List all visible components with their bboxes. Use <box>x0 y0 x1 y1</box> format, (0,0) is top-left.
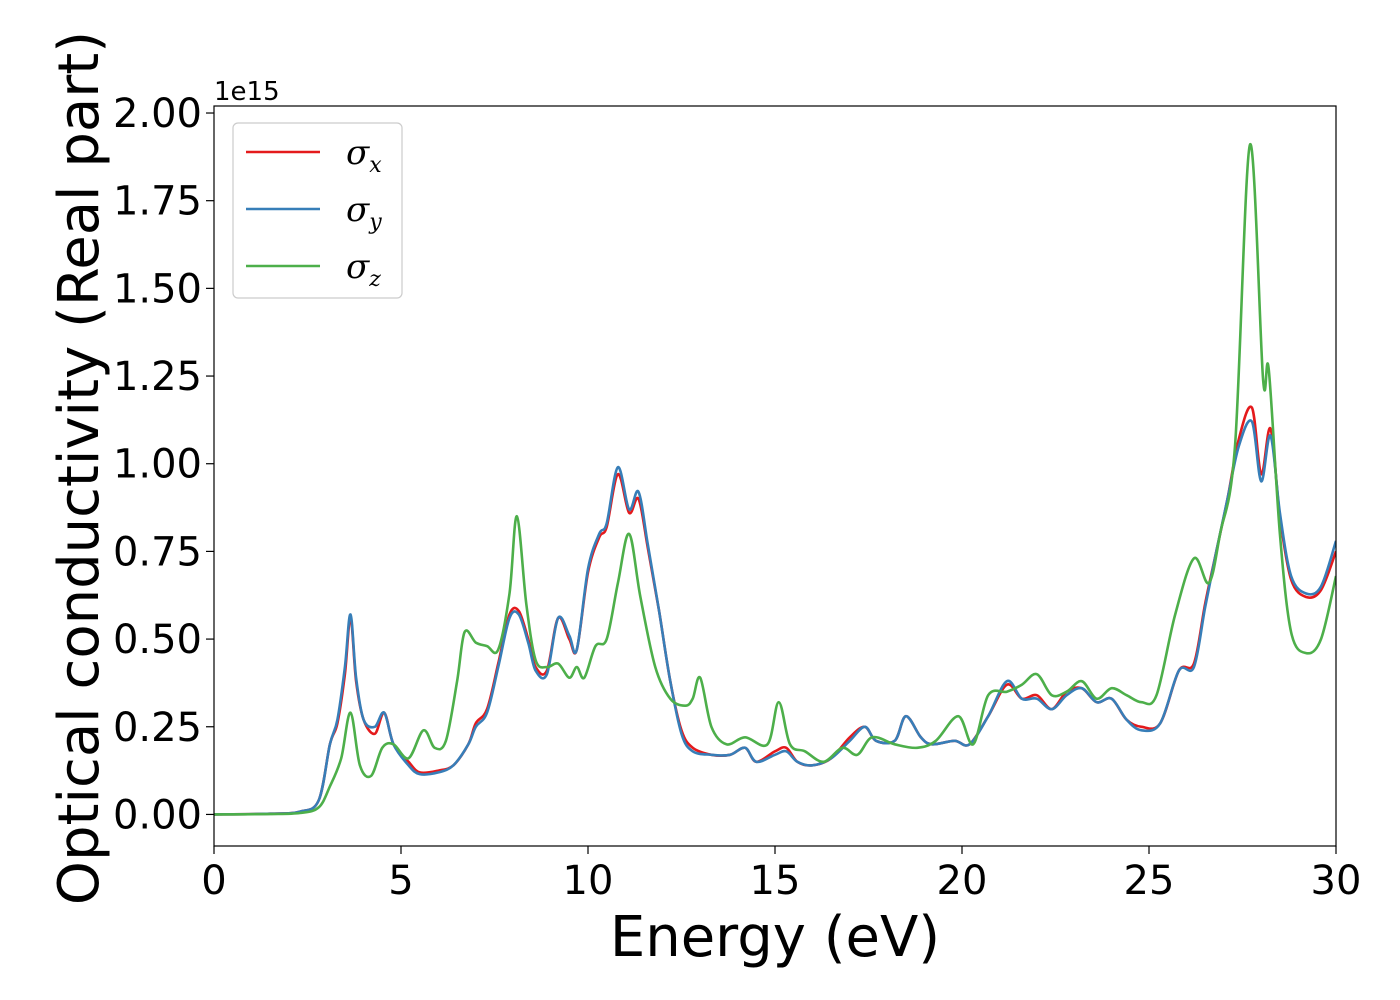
y-tick-label: 0.50 <box>113 617 202 663</box>
y-tick-label: 0.75 <box>113 529 202 575</box>
y-tick-label: 0.25 <box>113 705 202 751</box>
legend-label-z: σz <box>346 247 381 292</box>
legend-box <box>232 122 403 299</box>
legend: σx σy σz <box>232 122 403 299</box>
legend-label-y: σy <box>346 190 382 235</box>
x-tick-label: 0 <box>201 858 226 904</box>
series-layer <box>214 143 1336 816</box>
y-tick-label: 1.00 <box>113 442 202 488</box>
x-axis-label: Energy (eV) <box>610 905 940 970</box>
y-tick-label: 2.00 <box>113 91 202 137</box>
x-axis-ticks: 0 5 10 15 20 25 30 <box>201 846 1361 904</box>
y-tick-label: 1.25 <box>113 354 202 400</box>
y-axis-ticks: 0.00 0.25 0.50 0.75 1.00 1.25 1.50 1.75 2.00 <box>113 91 214 838</box>
x-tick-label: 25 <box>1124 858 1175 904</box>
x-tick-label: 15 <box>750 858 801 904</box>
y-tick-label: 1.75 <box>113 179 202 225</box>
y-offset-label: 1e15 <box>214 77 280 107</box>
legend-label-x: σx <box>346 133 382 178</box>
x-tick-label: 10 <box>563 858 614 904</box>
series-line-z <box>214 143 1336 816</box>
x-tick-label: 20 <box>937 858 988 904</box>
y-tick-label: 0.00 <box>113 792 202 838</box>
series-line-y <box>214 419 1336 816</box>
x-tick-label: 30 <box>1311 858 1362 904</box>
series-line-x <box>214 405 1336 816</box>
x-tick-label: 5 <box>388 858 413 904</box>
y-tick-label: 1.50 <box>113 266 202 312</box>
y-axis-label: Optical conductivity (Real part) <box>47 31 112 905</box>
